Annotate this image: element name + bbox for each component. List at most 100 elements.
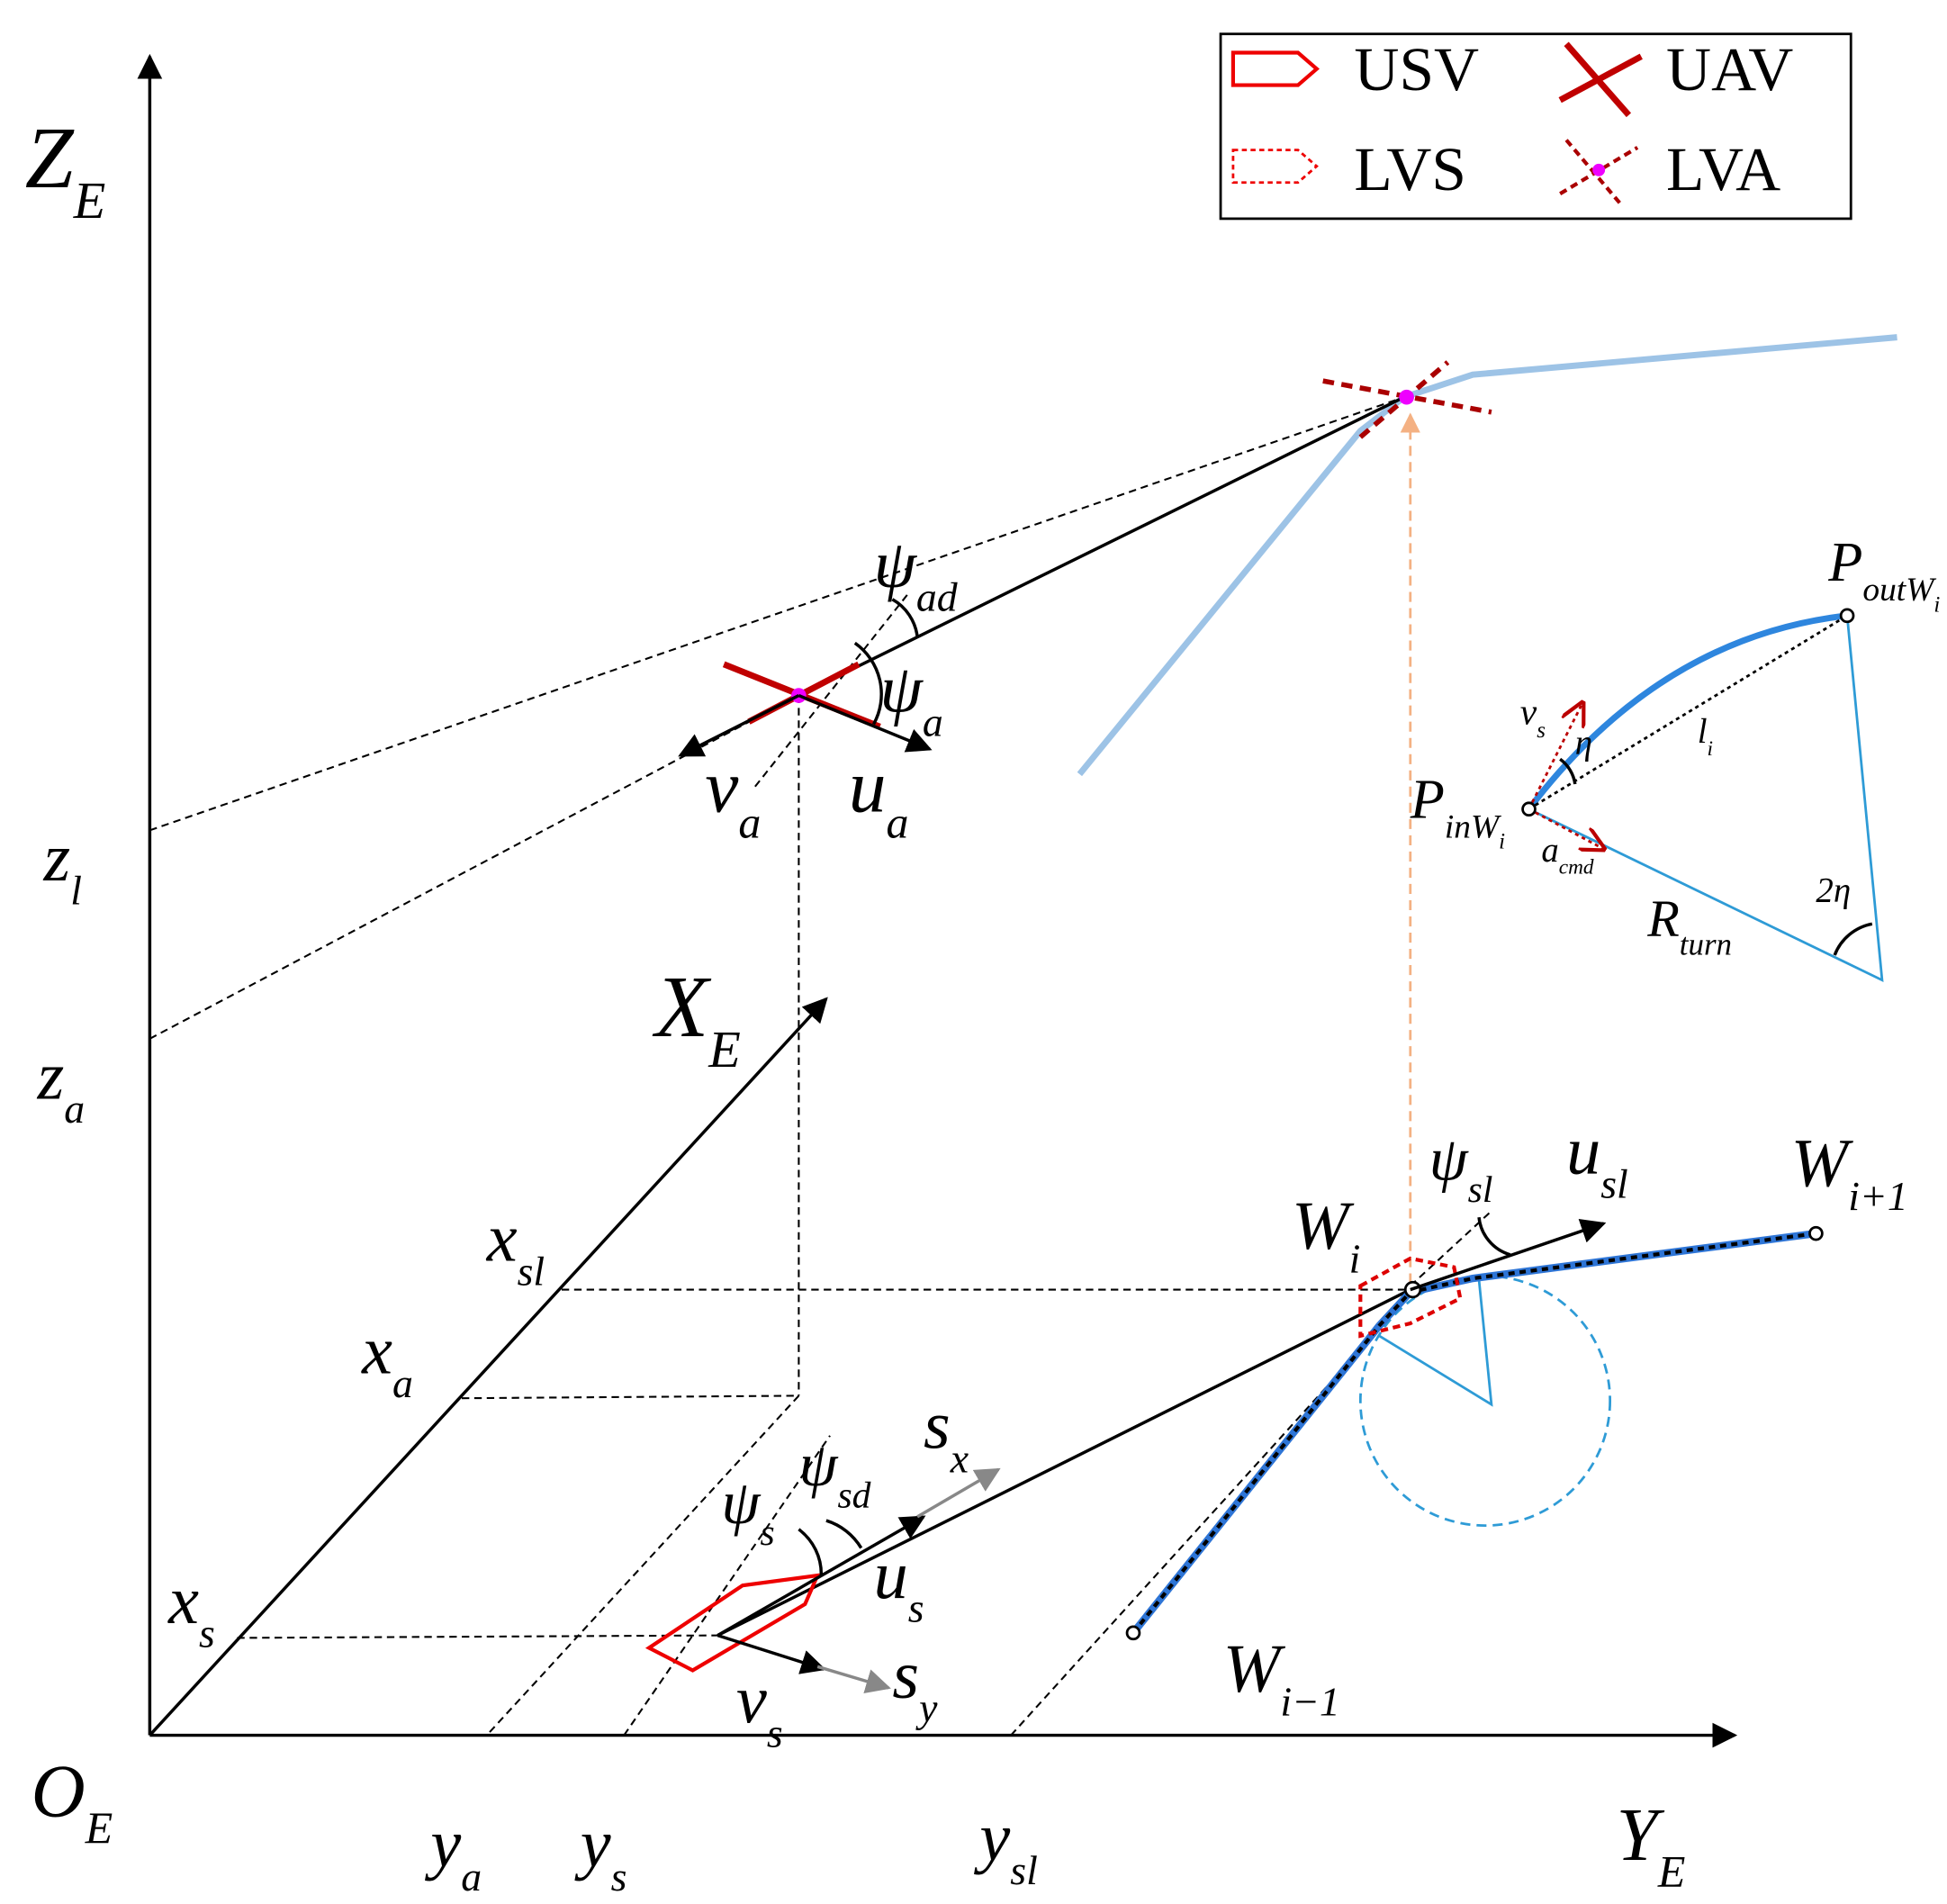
- label-part: s: [924, 1388, 951, 1464]
- label-part: outW: [1862, 572, 1936, 609]
- label-part: l: [1698, 712, 1708, 751]
- label: vs: [736, 1663, 783, 1756]
- label-part: η: [1575, 724, 1592, 763]
- label-part: a: [392, 1360, 413, 1406]
- label-part: Z: [25, 110, 75, 206]
- label: OE: [32, 1750, 113, 1853]
- label-part: cmd: [1559, 856, 1594, 880]
- legend-label: UAV: [1666, 34, 1793, 104]
- label: xsl: [486, 1201, 545, 1295]
- label-part: P: [1827, 531, 1862, 593]
- label: xs: [167, 1563, 215, 1656]
- label: YE: [1617, 1793, 1686, 1896]
- label-part: R: [1646, 889, 1680, 948]
- label: XE: [652, 959, 741, 1078]
- label-part: 2η: [1816, 871, 1851, 909]
- label-part: i−1: [1280, 1679, 1339, 1725]
- label-part: W: [1223, 1631, 1286, 1707]
- label-part: ad: [916, 574, 958, 620]
- label-part: E: [1657, 1846, 1686, 1896]
- label-part: a: [64, 1086, 85, 1132]
- legend-label: LVS: [1354, 134, 1466, 203]
- label-part: ψ: [880, 652, 924, 727]
- label: vs: [1520, 690, 1546, 743]
- label-part: v: [1520, 690, 1537, 732]
- label: ysl: [973, 1800, 1037, 1893]
- uav: [678, 598, 933, 757]
- label-part: u: [1566, 1114, 1600, 1189]
- label: ψs: [721, 1467, 774, 1553]
- label: ψsd: [798, 1430, 870, 1515]
- label-part: z: [43, 820, 71, 896]
- label: ya: [424, 1806, 482, 1899]
- label: ZE: [25, 110, 106, 230]
- legend-label: USV: [1354, 34, 1479, 104]
- label: ψsl: [1429, 1124, 1493, 1210]
- label: ys: [574, 1806, 627, 1899]
- label-part: ψ: [1429, 1124, 1470, 1194]
- label-part: i: [1707, 737, 1712, 761]
- label-part: X: [652, 959, 712, 1055]
- label-part: W: [1292, 1188, 1355, 1264]
- label-part: a: [1541, 831, 1558, 870]
- label-part: s: [767, 1710, 783, 1755]
- legend: USV UAV LVS LVA: [1219, 32, 1852, 221]
- label-part: s: [892, 1638, 919, 1713]
- label: acmd: [1541, 831, 1594, 880]
- label-part: ψ: [798, 1430, 839, 1499]
- label-part: sl: [1468, 1169, 1493, 1210]
- axes: [137, 53, 1738, 1748]
- label-part: l: [70, 867, 82, 913]
- label-part: i: [1349, 1235, 1361, 1281]
- label: 2η: [1816, 871, 1851, 909]
- label-part: s: [199, 1610, 215, 1656]
- inset: [1521, 608, 1884, 983]
- label-part: s: [1537, 718, 1546, 743]
- label: PoutWi: [1827, 531, 1940, 617]
- label-part: v: [736, 1663, 767, 1738]
- guides: [149, 396, 1492, 1737]
- label-part: a: [923, 699, 943, 744]
- label-part: a: [738, 799, 761, 848]
- label-part: sl: [518, 1248, 545, 1294]
- label-part: s: [611, 1854, 627, 1899]
- label: ua: [849, 745, 909, 848]
- label-part: y: [973, 1800, 1010, 1875]
- label-part: E: [73, 171, 106, 230]
- label-part: y: [424, 1806, 461, 1881]
- label-part: turn: [1680, 927, 1732, 962]
- label-part: i: [1499, 830, 1505, 854]
- legend-label: LVA: [1666, 134, 1780, 203]
- label-part: ψ: [874, 527, 918, 602]
- label: PinWi: [1410, 768, 1505, 853]
- label: Wi−1: [1223, 1631, 1340, 1725]
- label: sx: [924, 1388, 969, 1482]
- label-part: y: [915, 1685, 938, 1731]
- label: ψa: [880, 652, 943, 745]
- label: usl: [1566, 1114, 1628, 1207]
- label-part: x: [950, 1435, 969, 1481]
- label: Rturn: [1646, 889, 1732, 961]
- label-part: ψ: [721, 1467, 762, 1537]
- label: za: [37, 1038, 86, 1132]
- label-part: z: [37, 1038, 65, 1114]
- label-part: inW: [1445, 808, 1501, 845]
- label-part: sl: [1600, 1160, 1628, 1206]
- label-part: sd: [837, 1475, 870, 1516]
- label-part: v: [705, 745, 738, 828]
- label-part: x: [361, 1313, 392, 1388]
- label: η: [1575, 724, 1592, 763]
- label: va: [705, 745, 761, 848]
- label-part: i+1: [1848, 1173, 1907, 1219]
- label: Wi+1: [1791, 1125, 1908, 1219]
- label: Wi: [1292, 1188, 1360, 1282]
- label-part: W: [1791, 1125, 1854, 1201]
- label: ψad: [874, 527, 958, 620]
- label: li: [1698, 712, 1713, 761]
- label: xa: [361, 1313, 413, 1406]
- label-part: a: [886, 799, 908, 848]
- label-part: sl: [1010, 1847, 1038, 1893]
- label-part: P: [1410, 768, 1445, 830]
